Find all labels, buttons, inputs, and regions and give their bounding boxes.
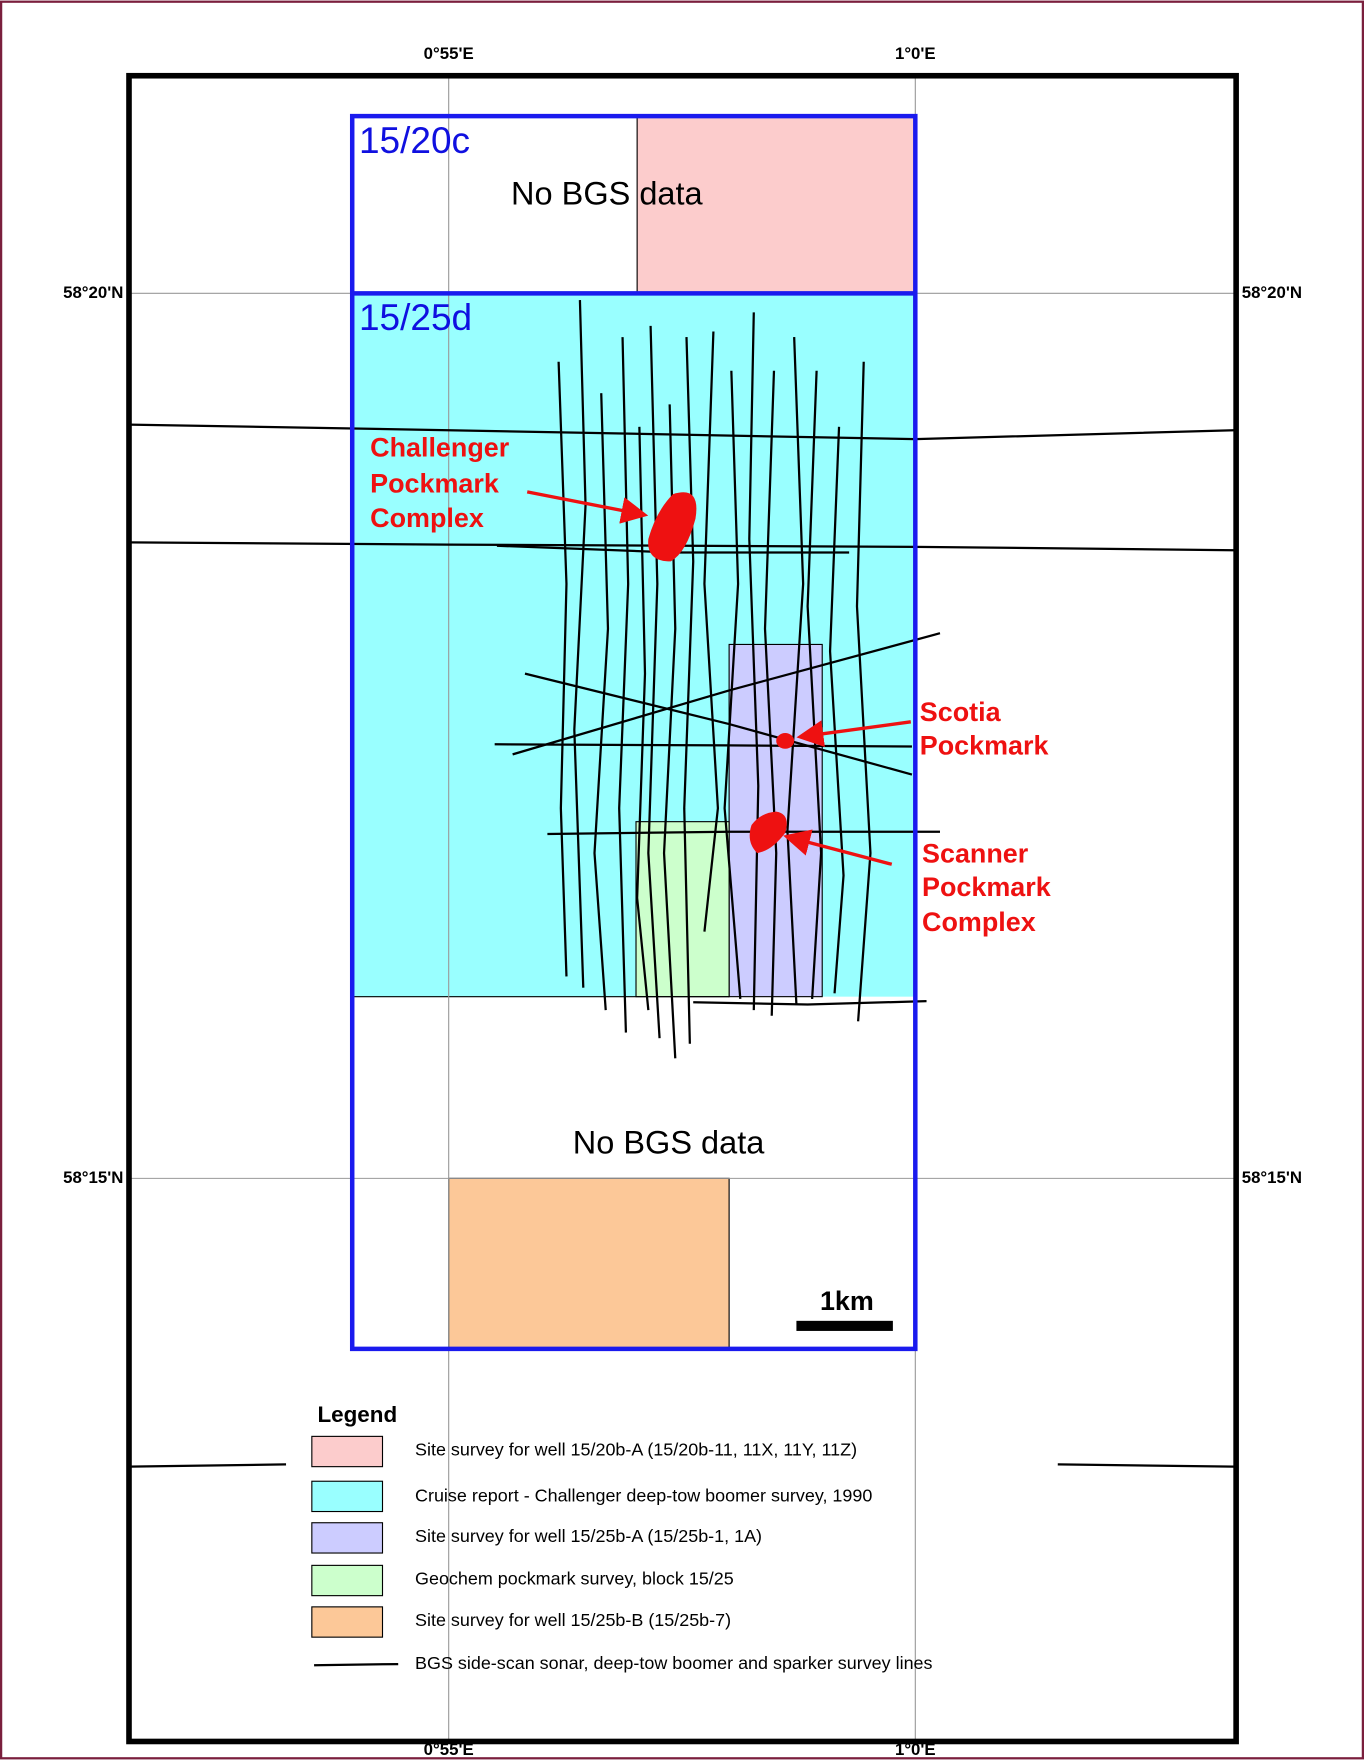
feature-label: Challenger <box>370 432 510 462</box>
feature-label: Pockmark <box>370 468 499 498</box>
legend-line <box>314 1662 399 1667</box>
feature-label: Complex <box>370 503 484 533</box>
feature-label: Pockmark <box>920 731 1049 761</box>
lon-label: 1°0'E <box>895 44 936 63</box>
legend-item: Site survey for well 15/20b-A (15/20b-11… <box>415 1440 857 1460</box>
legend-title: Legend <box>317 1402 397 1427</box>
pointer-arrows <box>526 490 912 866</box>
lat-label: 58°15'N <box>63 1168 123 1187</box>
lon-label: 0°55'E <box>424 1740 474 1759</box>
feature-label: Complex <box>922 907 1036 937</box>
lon-label: 0°55'E <box>424 44 474 63</box>
lon-label: 1°0'E <box>895 1740 936 1759</box>
legend-item: Cruise report - Challenger deep-tow boom… <box>415 1486 872 1506</box>
scale-bar <box>796 1320 893 1331</box>
feature-label: Pockmark <box>922 872 1051 902</box>
feature-label: Scanner <box>922 838 1029 868</box>
site-survey-area <box>448 1177 730 1349</box>
lat-label: 58°20'N <box>1242 283 1302 302</box>
lat-label: 58°15'N <box>1242 1168 1302 1187</box>
pockmark <box>749 811 787 854</box>
no-data-label: No BGS data <box>511 175 704 211</box>
legend-item: BGS side-scan sonar, deep-tow boomer and… <box>415 1653 932 1673</box>
block-outline <box>349 113 918 1352</box>
pockmark <box>776 733 795 749</box>
legend-item: Site survey for well 15/25b-A (15/25b-1,… <box>415 1526 762 1546</box>
map-frame <box>126 72 1239 1745</box>
scale-label: 1km <box>820 1286 874 1316</box>
block-label: 15/20c <box>359 119 470 161</box>
legend-item: Site survey for well 15/25b-B (15/25b-7) <box>415 1610 731 1630</box>
survey-lines <box>128 300 1234 1468</box>
geochem-area <box>635 821 730 998</box>
legend-swatches <box>311 1435 384 1638</box>
lat-label: 58°20'N <box>63 283 123 302</box>
no-data-label: No BGS data <box>573 1124 766 1160</box>
pockmark <box>648 492 697 562</box>
block-label: 15/25d <box>359 296 472 338</box>
legend-item: Geochem pockmark survey, block 15/25 <box>415 1569 734 1589</box>
feature-label: Scotia <box>920 697 1002 727</box>
